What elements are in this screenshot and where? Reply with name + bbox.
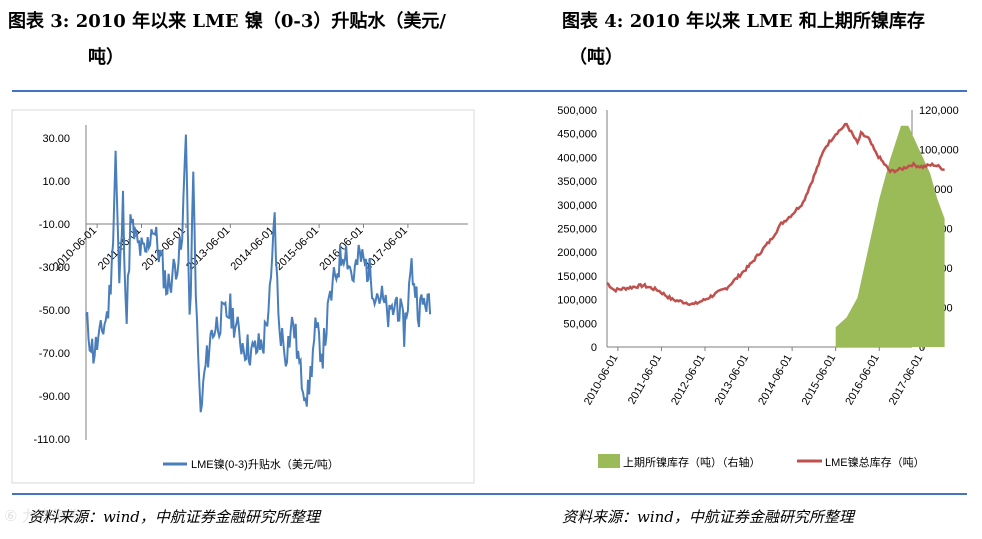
chart4-x-tick: 2014-06-01: [756, 353, 795, 408]
chart4-x-tick: 2015-06-01: [800, 353, 839, 408]
chart3-y-tick: -10.00: [39, 219, 70, 231]
chart3-title-line1: 图表 3: 2010 年以来 LME 镍（0-3）升贴水（美元/: [8, 11, 446, 32]
chart4-left-tick: 450,000: [557, 129, 597, 141]
chart3-series-line: [85, 134, 432, 413]
chart3-legend-label: LME镍(0-3)升贴水（美元/吨）: [191, 457, 339, 471]
chart3-y-tick: -70.00: [39, 348, 70, 360]
chart4-lme-line: [606, 122, 945, 307]
watermark-logo: ⑥ 九点海券: [4, 507, 83, 525]
chart3-frame: [11, 109, 475, 484]
chart4-x-tick: 2013-06-01: [713, 353, 752, 408]
chart4-x-tick: 2012-06-01: [669, 353, 708, 408]
chart3-y-tick: 10.00: [42, 176, 70, 188]
chart4-legend-label-shfe: 上期所镍库存（吨）（右轴）: [623, 455, 761, 469]
chart4-x-tick: 2016-06-01: [843, 353, 882, 408]
chart4-left-tick: 50,000: [563, 318, 597, 330]
chart4-right-tick: 100,000: [919, 145, 959, 157]
chart4-left-tick: 500,000: [557, 105, 597, 117]
chart3-source: 资料来源：wind，中航证券金融研究所整理: [28, 508, 320, 526]
chart4-right-tick: 0: [919, 342, 925, 354]
chart3-title-line2: 吨）: [88, 47, 124, 68]
chart4-shfe-area: [835, 125, 945, 347]
top-divider: [12, 90, 967, 92]
chart4-left-tick: 250,000: [557, 224, 597, 236]
chart3-y-tick: 30.00: [42, 133, 70, 145]
chart4-left-tick: 150,000: [557, 271, 597, 283]
chart4-left-tick: 0: [591, 342, 597, 354]
chart4-x-tick: 2017-06-01: [887, 353, 926, 408]
chart4-legend-swatch-shfe: [598, 454, 620, 468]
chart4-source: 资料来源：wind，中航证券金融研究所整理: [562, 508, 854, 526]
chart4-x-tick: 2010-06-01: [582, 353, 621, 408]
chart4-left-tick: 350,000: [557, 176, 597, 188]
chart3-y-tick: -50.00: [39, 305, 70, 317]
chart3-y-tick: -30.00: [39, 262, 70, 274]
chart4-right-tick: 120,000: [919, 105, 959, 117]
chart4-title-line1: 图表 4: 2010 年以来 LME 和上期所镍库存: [562, 11, 925, 32]
chart4-left-tick: 300,000: [557, 200, 597, 212]
chart4-legend-label-lme: LME镍总库存（吨）: [825, 455, 925, 469]
chart4-x-tick: 2011-06-01: [626, 353, 664, 407]
chart3-y-tick: -110.00: [34, 434, 71, 446]
chart4-left-tick: 100,000: [557, 295, 597, 307]
chart4-left-tick: 400,000: [557, 152, 597, 164]
chart3-y-tick: -90.00: [39, 391, 70, 403]
chart4-left-tick: 200,000: [557, 247, 597, 259]
bottom-divider: [12, 493, 967, 495]
chart4-title-line2: （吨）: [569, 47, 623, 68]
